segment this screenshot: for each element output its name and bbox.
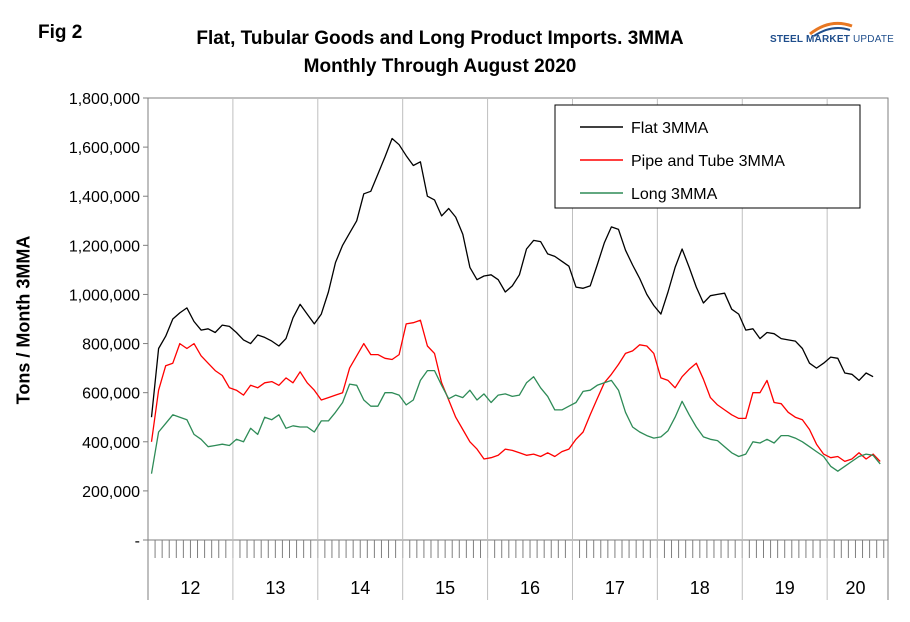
y-tick-label: 1,200,000 — [69, 238, 140, 255]
legend-box — [554, 104, 861, 209]
x-year-label: 13 — [265, 578, 285, 598]
steel-market-update-logo: STEEL MARKET UPDATE — [770, 16, 894, 52]
chart-title-line1: Flat, Tubular Goods and Long Product Imp… — [196, 28, 684, 49]
y-tick-label: 200,000 — [82, 484, 140, 501]
y-tick-label: - — [135, 533, 140, 550]
x-year-label: 17 — [605, 578, 625, 598]
x-year-label: 14 — [350, 578, 370, 598]
logo-text-bold: STEEL MARKET — [770, 34, 850, 45]
y-tick-label: 800,000 — [82, 337, 140, 354]
logo-text-light: UPDATE — [852, 34, 895, 45]
y-tick-label: 1,600,000 — [69, 140, 140, 157]
x-year-label: 18 — [690, 578, 710, 598]
y-tick-label: 1,400,000 — [69, 189, 140, 206]
y-tick-label: 1,000,000 — [69, 287, 140, 304]
series-line-pipe-and-tube-3mma — [150, 319, 881, 463]
logo-text: STEEL MARKET UPDATE — [770, 34, 894, 45]
x-year-label: 19 — [775, 578, 795, 598]
chart-title-line2: Monthly Through August 2020 — [303, 56, 577, 77]
y-tick-label: 400,000 — [82, 435, 140, 452]
x-year-label: 16 — [520, 578, 540, 598]
legend-label: Long 3MMA — [631, 186, 718, 203]
figure-label: Fig 2 — [38, 22, 83, 43]
y-tick-label: 600,000 — [82, 386, 140, 403]
x-year-label: 15 — [435, 578, 455, 598]
legend-label: Flat 3MMA — [631, 120, 709, 137]
logo-swoosh-icon — [809, 21, 853, 37]
series-line-flat-3mma — [150, 137, 874, 418]
y-tick-label: 1,800,000 — [69, 91, 140, 108]
x-year-label: 20 — [845, 578, 865, 598]
series-line-long-3mma — [150, 369, 881, 474]
legend-label: Pipe and Tube 3MMA — [631, 153, 785, 170]
plot-area — [147, 97, 889, 541]
x-year-label: 12 — [180, 578, 200, 598]
